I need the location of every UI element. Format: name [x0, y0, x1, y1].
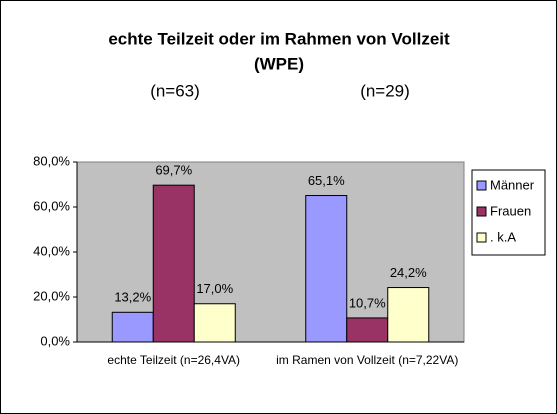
bar — [346, 317, 389, 343]
legend-swatch — [476, 232, 487, 243]
legend-swatch — [476, 206, 487, 217]
y-tick-label: 40,0% — [33, 243, 70, 258]
data-label: 17,0% — [196, 281, 233, 296]
data-label: 10,7% — [349, 295, 386, 310]
x-tick-label: echte Teilzeit (n=26,4VA) — [107, 353, 241, 367]
bar — [305, 195, 348, 343]
legend-label: Männer — [490, 177, 535, 192]
bar — [193, 303, 236, 343]
chart-title: (WPE) — [254, 54, 304, 73]
bar — [152, 184, 195, 343]
annotation: (n=63) — [150, 81, 200, 100]
bar — [111, 311, 154, 343]
data-label: 65,1% — [308, 173, 345, 188]
bar — [387, 287, 430, 343]
y-tick-label: 0,0% — [40, 333, 70, 348]
legend-swatch — [476, 180, 487, 191]
data-label: 13,2% — [114, 290, 151, 305]
legend-label: Frauen — [490, 203, 531, 218]
data-label: 69,7% — [155, 163, 192, 178]
legend-label: . k.A — [490, 229, 516, 244]
annotation: (n=29) — [360, 81, 410, 100]
y-tick-label: 80,0% — [33, 153, 70, 168]
data-label: 24,2% — [390, 265, 427, 280]
y-tick-label: 20,0% — [33, 288, 70, 303]
y-tick-label: 60,0% — [33, 198, 70, 213]
x-tick-label: im Ramen von Vollzeit (n=7,22VA) — [276, 353, 459, 367]
chart-title: echte Teilzeit oder im Rahmen von Vollze… — [108, 29, 450, 48]
